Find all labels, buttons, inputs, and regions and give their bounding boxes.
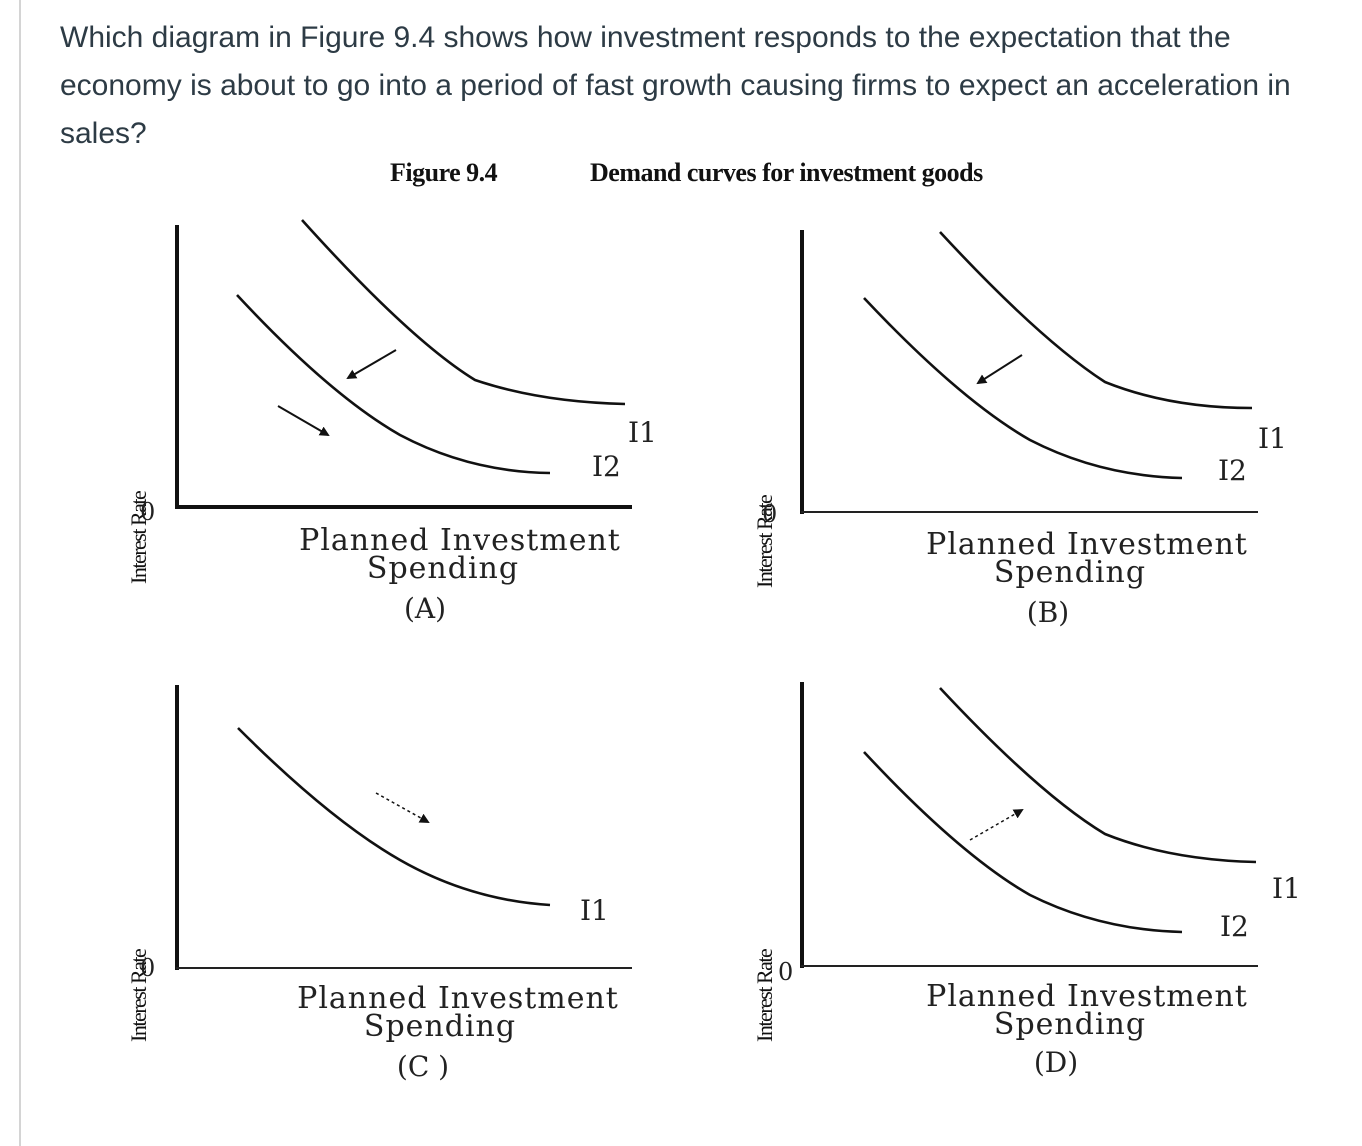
figure-9-4: Figure 9.4 Demand curves for investment … (0, 150, 1362, 1146)
panel-c-origin-label: 0 (140, 954, 155, 982)
panel-a-x-axis-label-line2: Spending (367, 551, 519, 586)
panel-d-label: (D) (1034, 1046, 1078, 1079)
panel-a-origin-label: 0 (140, 498, 155, 526)
question-text: Which diagram in Figure 9.4 shows how in… (60, 21, 1291, 150)
panel-a-label: (A) (404, 592, 446, 625)
panel-b-label: (B) (1027, 596, 1069, 629)
panel-a-shift-arrow-upper (346, 349, 397, 380)
panel-b-curve-label-i1: I1 (1258, 422, 1287, 455)
panel-d: Interest Rate 0 I1 I2 Planned Investment… (752, 682, 1301, 1079)
panel-d-shift-arrow (969, 809, 1024, 841)
panel-a-y-axis-label: Interest Rate (126, 491, 151, 584)
panel-a-x-axis-label-line1: Planned Investment (299, 523, 621, 558)
panel-c-curve-i1 (237, 727, 551, 907)
panel-d-curve-label-i2: I2 (1220, 910, 1249, 943)
panel-d-origin-label: 0 (778, 958, 793, 986)
panel-a-curve-i1 (301, 219, 626, 406)
panel-d-x-axis-label-line1: Planned Investment (926, 979, 1248, 1014)
panel-c-label: (C ) (397, 1050, 449, 1083)
panel-b-x-axis-label-line1: Planned Investment (926, 527, 1248, 562)
figure-label: Figure 9.4 (390, 158, 498, 187)
panel-b: Interest Rate 0 I1 I2 Planned Investment… (752, 230, 1287, 629)
panel-a-curve-label-i1: I1 (628, 416, 657, 449)
panel-a-curve-i2 (236, 294, 551, 475)
panel-a-shift-arrow-lower (277, 405, 330, 437)
panel-d-y-axis-label: Interest Rate (752, 949, 777, 1042)
panel-d-curve-i2 (863, 751, 1183, 934)
panel-a-curve-label-i2: I2 (592, 450, 621, 483)
panel-c-x-axis-label-line2: Spending (364, 1009, 516, 1044)
panel-b-curve-label-i2: I2 (1218, 454, 1247, 487)
panel-b-shift-arrow (976, 354, 1023, 385)
panel-a: Interest Rate 0 I1 I2 Planned Investment… (126, 219, 657, 625)
figure-title: Demand curves for investment goods (590, 158, 983, 187)
panel-d-x-axis-label-line2: Spending (994, 1007, 1146, 1042)
panel-c-x-axis-label-line1: Planned Investment (297, 981, 619, 1016)
panel-b-curve-i1 (939, 231, 1253, 410)
panel-b-curve-i2 (863, 297, 1183, 480)
panel-c-movement-arrow (375, 792, 430, 823)
panel-b-x-axis-label-line2: Spending (994, 555, 1146, 590)
panel-b-y-axis-label: Interest Rate (752, 495, 777, 588)
panel-d-curve-label-i1: I1 (1272, 872, 1301, 905)
figure-diagrams: Interest Rate 0 I1 I2 Planned Investment… (126, 219, 1301, 1083)
panel-b-origin-label: 0 (762, 500, 777, 528)
panel-d-curve-i1 (939, 687, 1257, 864)
panel-c-y-axis-label: Interest Rate (126, 949, 151, 1042)
panel-c: Interest Rate 0 I1 Planned Investment Sp… (126, 685, 632, 1083)
panel-c-curve-label-i1: I1 (580, 894, 609, 927)
page-left-border (19, 0, 21, 1146)
